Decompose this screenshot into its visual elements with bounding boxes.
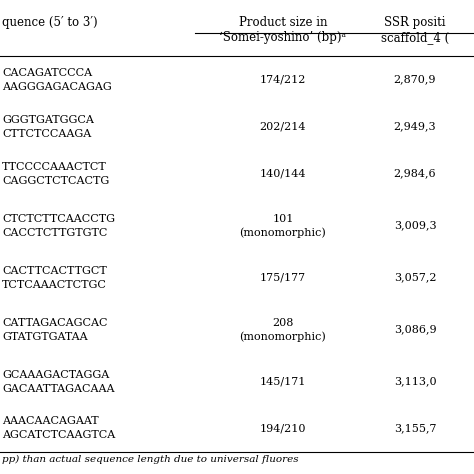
Text: quence (5′ to 3′): quence (5′ to 3′) <box>2 16 98 29</box>
Text: 140/144: 140/144 <box>260 168 306 179</box>
Text: 3,009,3: 3,009,3 <box>394 220 436 230</box>
Text: 145/171: 145/171 <box>260 376 306 386</box>
Text: AGCATCTCAAGTCA: AGCATCTCAAGTCA <box>2 430 115 440</box>
Text: SSR positi
scaffold_4 (: SSR positi scaffold_4 ( <box>381 16 449 44</box>
Text: 194/210: 194/210 <box>260 423 306 434</box>
Text: 3,113,0: 3,113,0 <box>394 376 436 386</box>
Text: pp) than actual sequence length due to universal fluores: pp) than actual sequence length due to u… <box>2 455 299 464</box>
Text: CATTAGACAGCAC: CATTAGACAGCAC <box>2 318 108 328</box>
Text: 3,057,2: 3,057,2 <box>394 273 436 283</box>
Text: 2,949,3: 2,949,3 <box>394 121 436 131</box>
Text: GACAATTAGACAAA: GACAATTAGACAAA <box>2 383 115 393</box>
Text: GCAAAGACTAGGA: GCAAAGACTAGGA <box>2 370 109 380</box>
Text: TCTCAAACTCTGC: TCTCAAACTCTGC <box>2 280 107 290</box>
Text: 2,984,6: 2,984,6 <box>394 168 436 179</box>
Text: TTCCCCAAACTCT: TTCCCCAAACTCT <box>2 162 107 172</box>
Text: (monomorphic): (monomorphic) <box>240 331 327 342</box>
Text: (monomorphic): (monomorphic) <box>240 227 327 238</box>
Text: CAGGCTCTCACTG: CAGGCTCTCACTG <box>2 175 109 185</box>
Text: CACCTCTTGTGTC: CACCTCTTGTGTC <box>2 228 108 237</box>
Text: AAACAACAGAAT: AAACAACAGAAT <box>2 417 99 427</box>
Text: 208: 208 <box>272 318 294 328</box>
Text: 3,086,9: 3,086,9 <box>394 325 436 335</box>
Text: CACAGATCCCA: CACAGATCCCA <box>2 67 92 78</box>
Text: 175/177: 175/177 <box>260 273 306 283</box>
Text: 3,155,7: 3,155,7 <box>394 423 436 434</box>
Text: GTATGTGATAA: GTATGTGATAA <box>2 331 88 341</box>
Text: 101: 101 <box>272 213 294 224</box>
Text: CTCTCTTCAACCTG: CTCTCTTCAACCTG <box>2 213 115 224</box>
Text: CACTTCACTTGCT: CACTTCACTTGCT <box>2 265 107 275</box>
Text: Product size in
‘Somei-yoshino’ (bp)ᵃ: Product size in ‘Somei-yoshino’ (bp)ᵃ <box>219 16 346 44</box>
Text: 2,870,9: 2,870,9 <box>394 74 436 84</box>
Text: GGGTGATGGCA: GGGTGATGGCA <box>2 115 94 125</box>
Text: AAGGGAGACAGAG: AAGGGAGACAGAG <box>2 82 112 91</box>
Text: CTTCTCCAAGA: CTTCTCCAAGA <box>2 128 91 138</box>
Text: 202/214: 202/214 <box>260 121 306 131</box>
Text: 174/212: 174/212 <box>260 74 306 84</box>
